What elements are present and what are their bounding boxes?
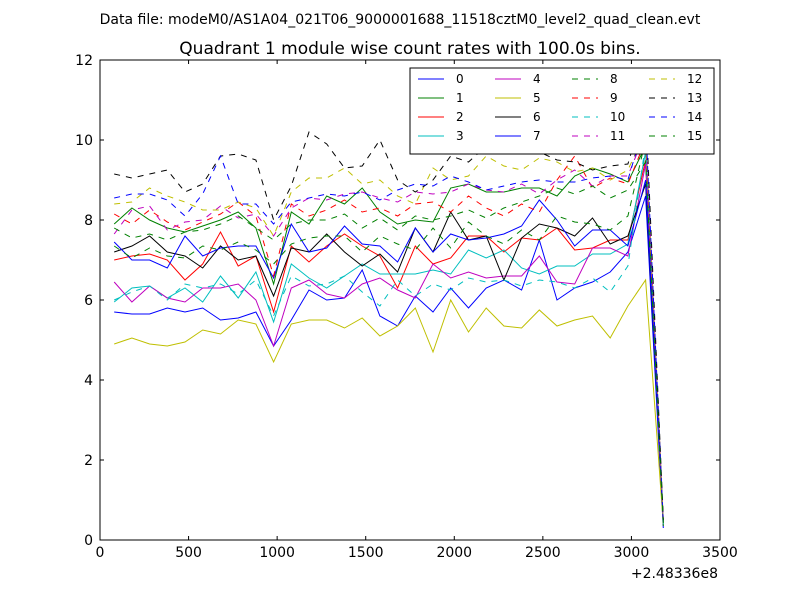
x-tick-label: 0 [96, 545, 105, 561]
series-line-8 [113, 139, 664, 525]
y-tick-label: 10 [75, 133, 93, 149]
legend-box [409, 67, 715, 155]
legend-label-8: 8 [610, 72, 618, 86]
series-line-12 [114, 131, 664, 521]
legend-label-3: 3 [456, 129, 464, 143]
legend-label-2: 2 [456, 110, 464, 124]
x-tick-label: 500 [175, 545, 202, 561]
y-tick-label: 6 [84, 293, 93, 309]
series-line-5 [114, 278, 664, 525]
legend-label-0: 0 [456, 72, 464, 86]
legend-label-7: 7 [533, 129, 541, 143]
legend-label-10: 10 [610, 110, 625, 124]
series-line-15 [113, 160, 664, 525]
y-tick-label: 2 [84, 453, 93, 469]
series-line-0 [114, 195, 664, 529]
chart-title: Quadrant 1 module wise count rates with … [179, 39, 640, 59]
x-tick-label: 1500 [348, 545, 384, 561]
series-line-2 [114, 159, 664, 525]
legend-label-12: 12 [687, 72, 702, 86]
series-line-9 [113, 139, 664, 523]
y-tick-label: 0 [84, 533, 93, 549]
x-tick-label: 2000 [436, 545, 472, 561]
y-tick-label: 12 [75, 53, 93, 69]
plot-lines [113, 103, 664, 529]
legend-label-5: 5 [533, 91, 541, 105]
series-line-6 [114, 183, 664, 521]
legend-label-9: 9 [610, 91, 618, 105]
legend-label-1: 1 [456, 91, 464, 105]
series-line-3 [113, 151, 664, 523]
y-tick-label: 8 [84, 213, 93, 229]
series-line-13 [114, 103, 664, 521]
legend-label-13: 13 [687, 91, 702, 105]
series-line-7 [113, 179, 664, 523]
y-tick-label: 4 [84, 373, 93, 389]
legend-label-4: 4 [533, 72, 541, 86]
legend-label-14: 14 [687, 110, 702, 124]
series-line-4 [113, 163, 664, 525]
legend-label-6: 6 [533, 110, 541, 124]
legend-label-15: 15 [687, 129, 702, 143]
series-line-1 [113, 145, 664, 527]
x-tick-label: 3000 [614, 545, 650, 561]
x-tick-label: 1000 [259, 545, 295, 561]
x-offset-label: +2.48336e8 [631, 566, 718, 582]
legend-label-11: 11 [610, 129, 625, 143]
x-tick-label: 2500 [525, 545, 561, 561]
x-tick-label: 3500 [702, 545, 738, 561]
series-line-14 [114, 119, 664, 525]
data-file-suptitle: Data file: modeM0/AS1A04_021T06_90000016… [100, 12, 701, 28]
series-line-11 [113, 131, 664, 523]
